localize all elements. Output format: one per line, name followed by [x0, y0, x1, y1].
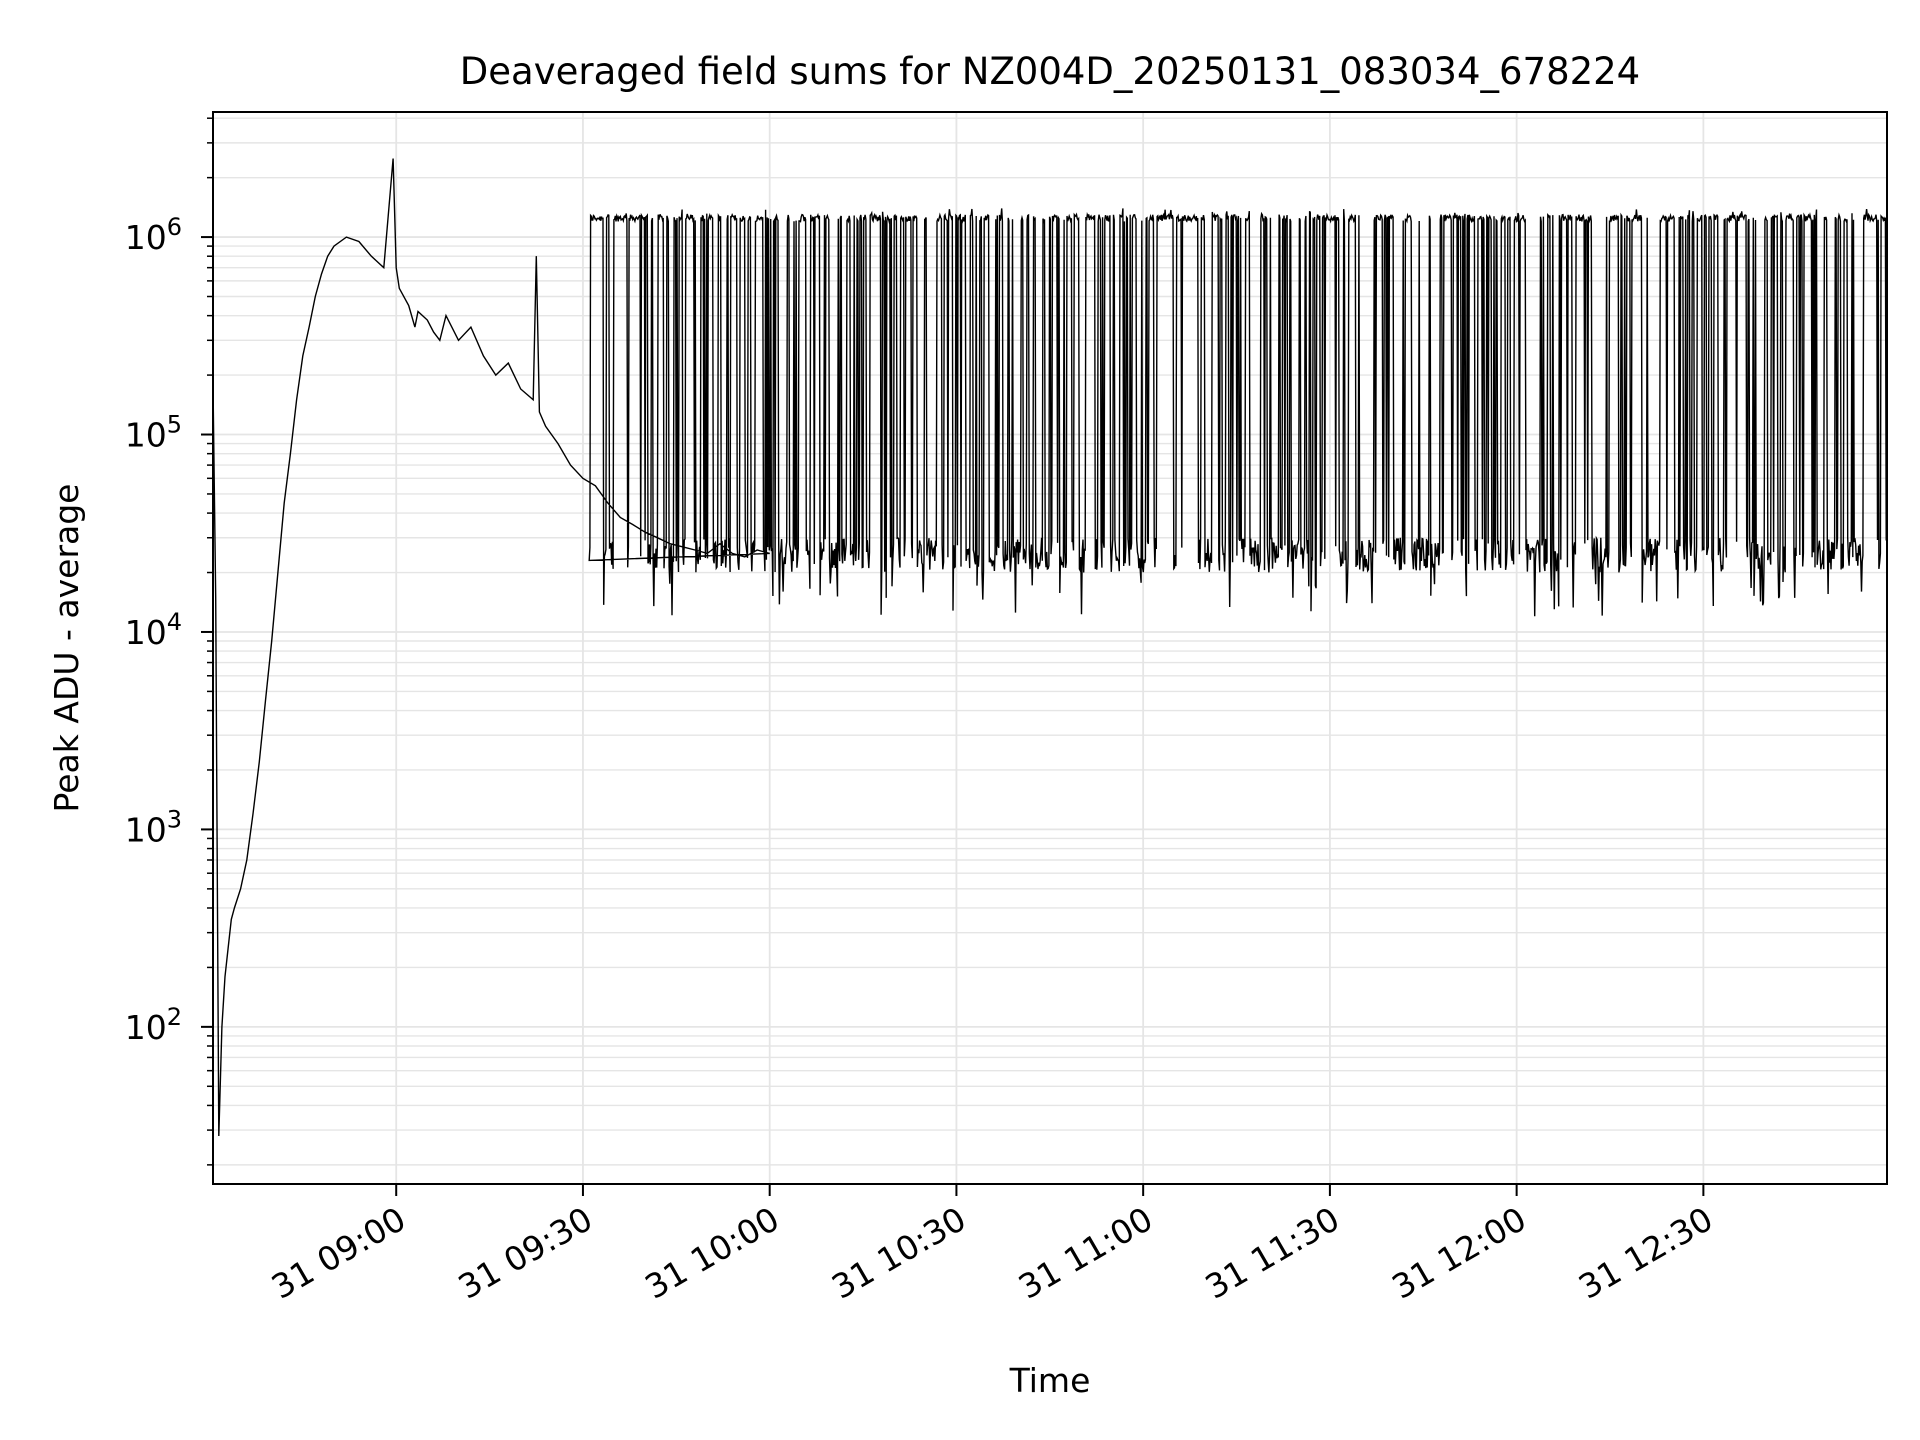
y-tick-label: 104: [125, 608, 182, 652]
y-tick-label: 105: [125, 411, 182, 455]
plot-frame: [212, 111, 1888, 1185]
y-tick-exponent: 3: [167, 805, 182, 833]
y-tick-label: 102: [125, 1003, 182, 1047]
y-tick-exponent: 5: [167, 411, 182, 439]
y-tick-base: 10: [125, 416, 167, 455]
y-axis-label: Peak ADU - average: [47, 484, 86, 813]
data-series: [213, 158, 1887, 1137]
y-tick-base: 10: [125, 1008, 167, 1047]
grid-lines: [213, 112, 1887, 1184]
y-tick-exponent: 2: [167, 1003, 182, 1031]
y-tick-base: 10: [125, 613, 167, 652]
y-tick-exponent: 6: [167, 213, 182, 241]
y-tick-base: 10: [125, 810, 167, 849]
y-tick-label: 103: [125, 805, 182, 849]
y-tick-label: 106: [125, 213, 182, 257]
chart-title: Deaveraged field sums for NZ004D_2025013…: [460, 50, 1640, 93]
y-tick-exponent: 4: [167, 608, 182, 636]
x-axis-label: Time: [1009, 1361, 1091, 1400]
y-tick-base: 10: [125, 218, 167, 257]
series-line: [213, 158, 1887, 1137]
